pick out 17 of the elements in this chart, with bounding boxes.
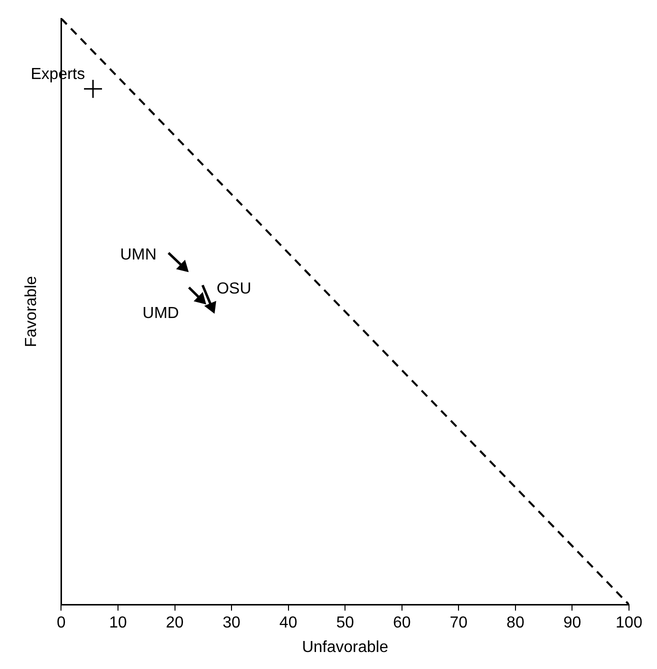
- point: [83, 79, 103, 99]
- series-label: UMN: [120, 246, 157, 264]
- x-tick-label: 20: [166, 614, 184, 632]
- x-axis-title: Unfavorable: [302, 638, 388, 656]
- x-tick-label: 70: [450, 614, 468, 632]
- x-tick-label: 0: [56, 614, 66, 632]
- x-tick-label: 30: [222, 614, 241, 632]
- x-tick-label: 80: [506, 614, 524, 632]
- x-tick-label: 60: [392, 614, 411, 632]
- x-tick-label: 10: [109, 614, 127, 632]
- x-tick-label: 90: [563, 614, 582, 632]
- y-axis-title: Favorable: [23, 276, 40, 348]
- series-label: OSU: [216, 280, 252, 298]
- series-label: UMD: [142, 304, 179, 322]
- x-tick-label: 50: [336, 614, 354, 632]
- x-tick-label: 100: [616, 614, 642, 632]
- x-tick-label: 40: [279, 614, 298, 632]
